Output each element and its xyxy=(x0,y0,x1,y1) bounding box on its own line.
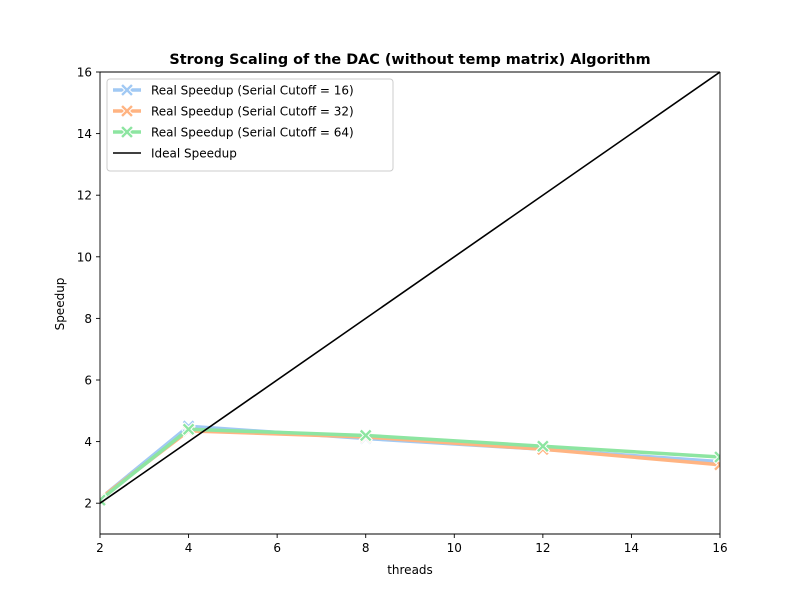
y-tick-label: 8 xyxy=(84,312,92,326)
y-tick-label: 12 xyxy=(77,189,92,203)
legend-label: Real Speedup (Serial Cutoff = 16) xyxy=(151,84,354,98)
data-point xyxy=(100,492,108,508)
legend-box xyxy=(106,78,394,172)
x-tick-label: 12 xyxy=(535,541,550,555)
series-3 xyxy=(100,422,720,508)
plot-area xyxy=(99,71,721,535)
series-line xyxy=(100,72,720,504)
legend: Real Speedup (Serial Cutoff = 16) Real Sp… xyxy=(106,78,394,172)
legend-label: Real Speedup (Serial Cutoff = 64) xyxy=(151,126,354,140)
data-point xyxy=(535,439,551,454)
legend-item: Real Speedup (Serial Cutoff = 64) xyxy=(113,124,354,140)
series-4 xyxy=(100,72,720,504)
y-tick-label: 10 xyxy=(77,250,92,264)
y-tick-label: 2 xyxy=(84,497,92,511)
legend-swatch-marker xyxy=(119,82,135,98)
legend-item: Real Speedup (Serial Cutoff = 32) xyxy=(113,103,354,119)
y-tick-label: 14 xyxy=(77,127,92,141)
x-tick-label: 4 xyxy=(185,541,193,555)
data-layer xyxy=(100,72,720,508)
y-axis-ticks: 2 4 6 8 10 12 14 16 xyxy=(77,66,100,511)
chart-title: Strong Scaling of the DAC (without temp … xyxy=(169,52,650,68)
data-point xyxy=(712,449,720,465)
axes-frame xyxy=(99,71,721,535)
y-tick-label: 6 xyxy=(84,374,92,388)
x-tick-label: 8 xyxy=(362,541,370,555)
x-axis-label: threads xyxy=(387,563,433,577)
x-tick-label: 16 xyxy=(712,541,727,555)
x-tick-label: 14 xyxy=(624,541,639,555)
legend-item: Ideal Speedup xyxy=(113,147,237,161)
y-tick-label: 16 xyxy=(77,66,92,80)
x-tick-label: 2 xyxy=(96,541,104,555)
legend-item: Real Speedup (Serial Cutoff = 16) xyxy=(113,82,354,98)
y-tick-label: 4 xyxy=(84,435,92,449)
legend-swatch-marker xyxy=(119,103,135,119)
legend-label: Ideal Speedup xyxy=(151,147,237,161)
x-axis-ticks: 2 4 6 8 10 12 14 16 xyxy=(96,534,728,555)
legend-swatch-marker xyxy=(119,124,135,140)
x-tick-label: 10 xyxy=(447,541,462,555)
x-tick-label: 6 xyxy=(273,541,281,555)
y-axis-label: Speedup xyxy=(53,278,67,331)
data-point xyxy=(181,422,196,437)
legend-label: Real Speedup (Serial Cutoff = 32) xyxy=(151,105,354,119)
data-point xyxy=(358,428,373,443)
